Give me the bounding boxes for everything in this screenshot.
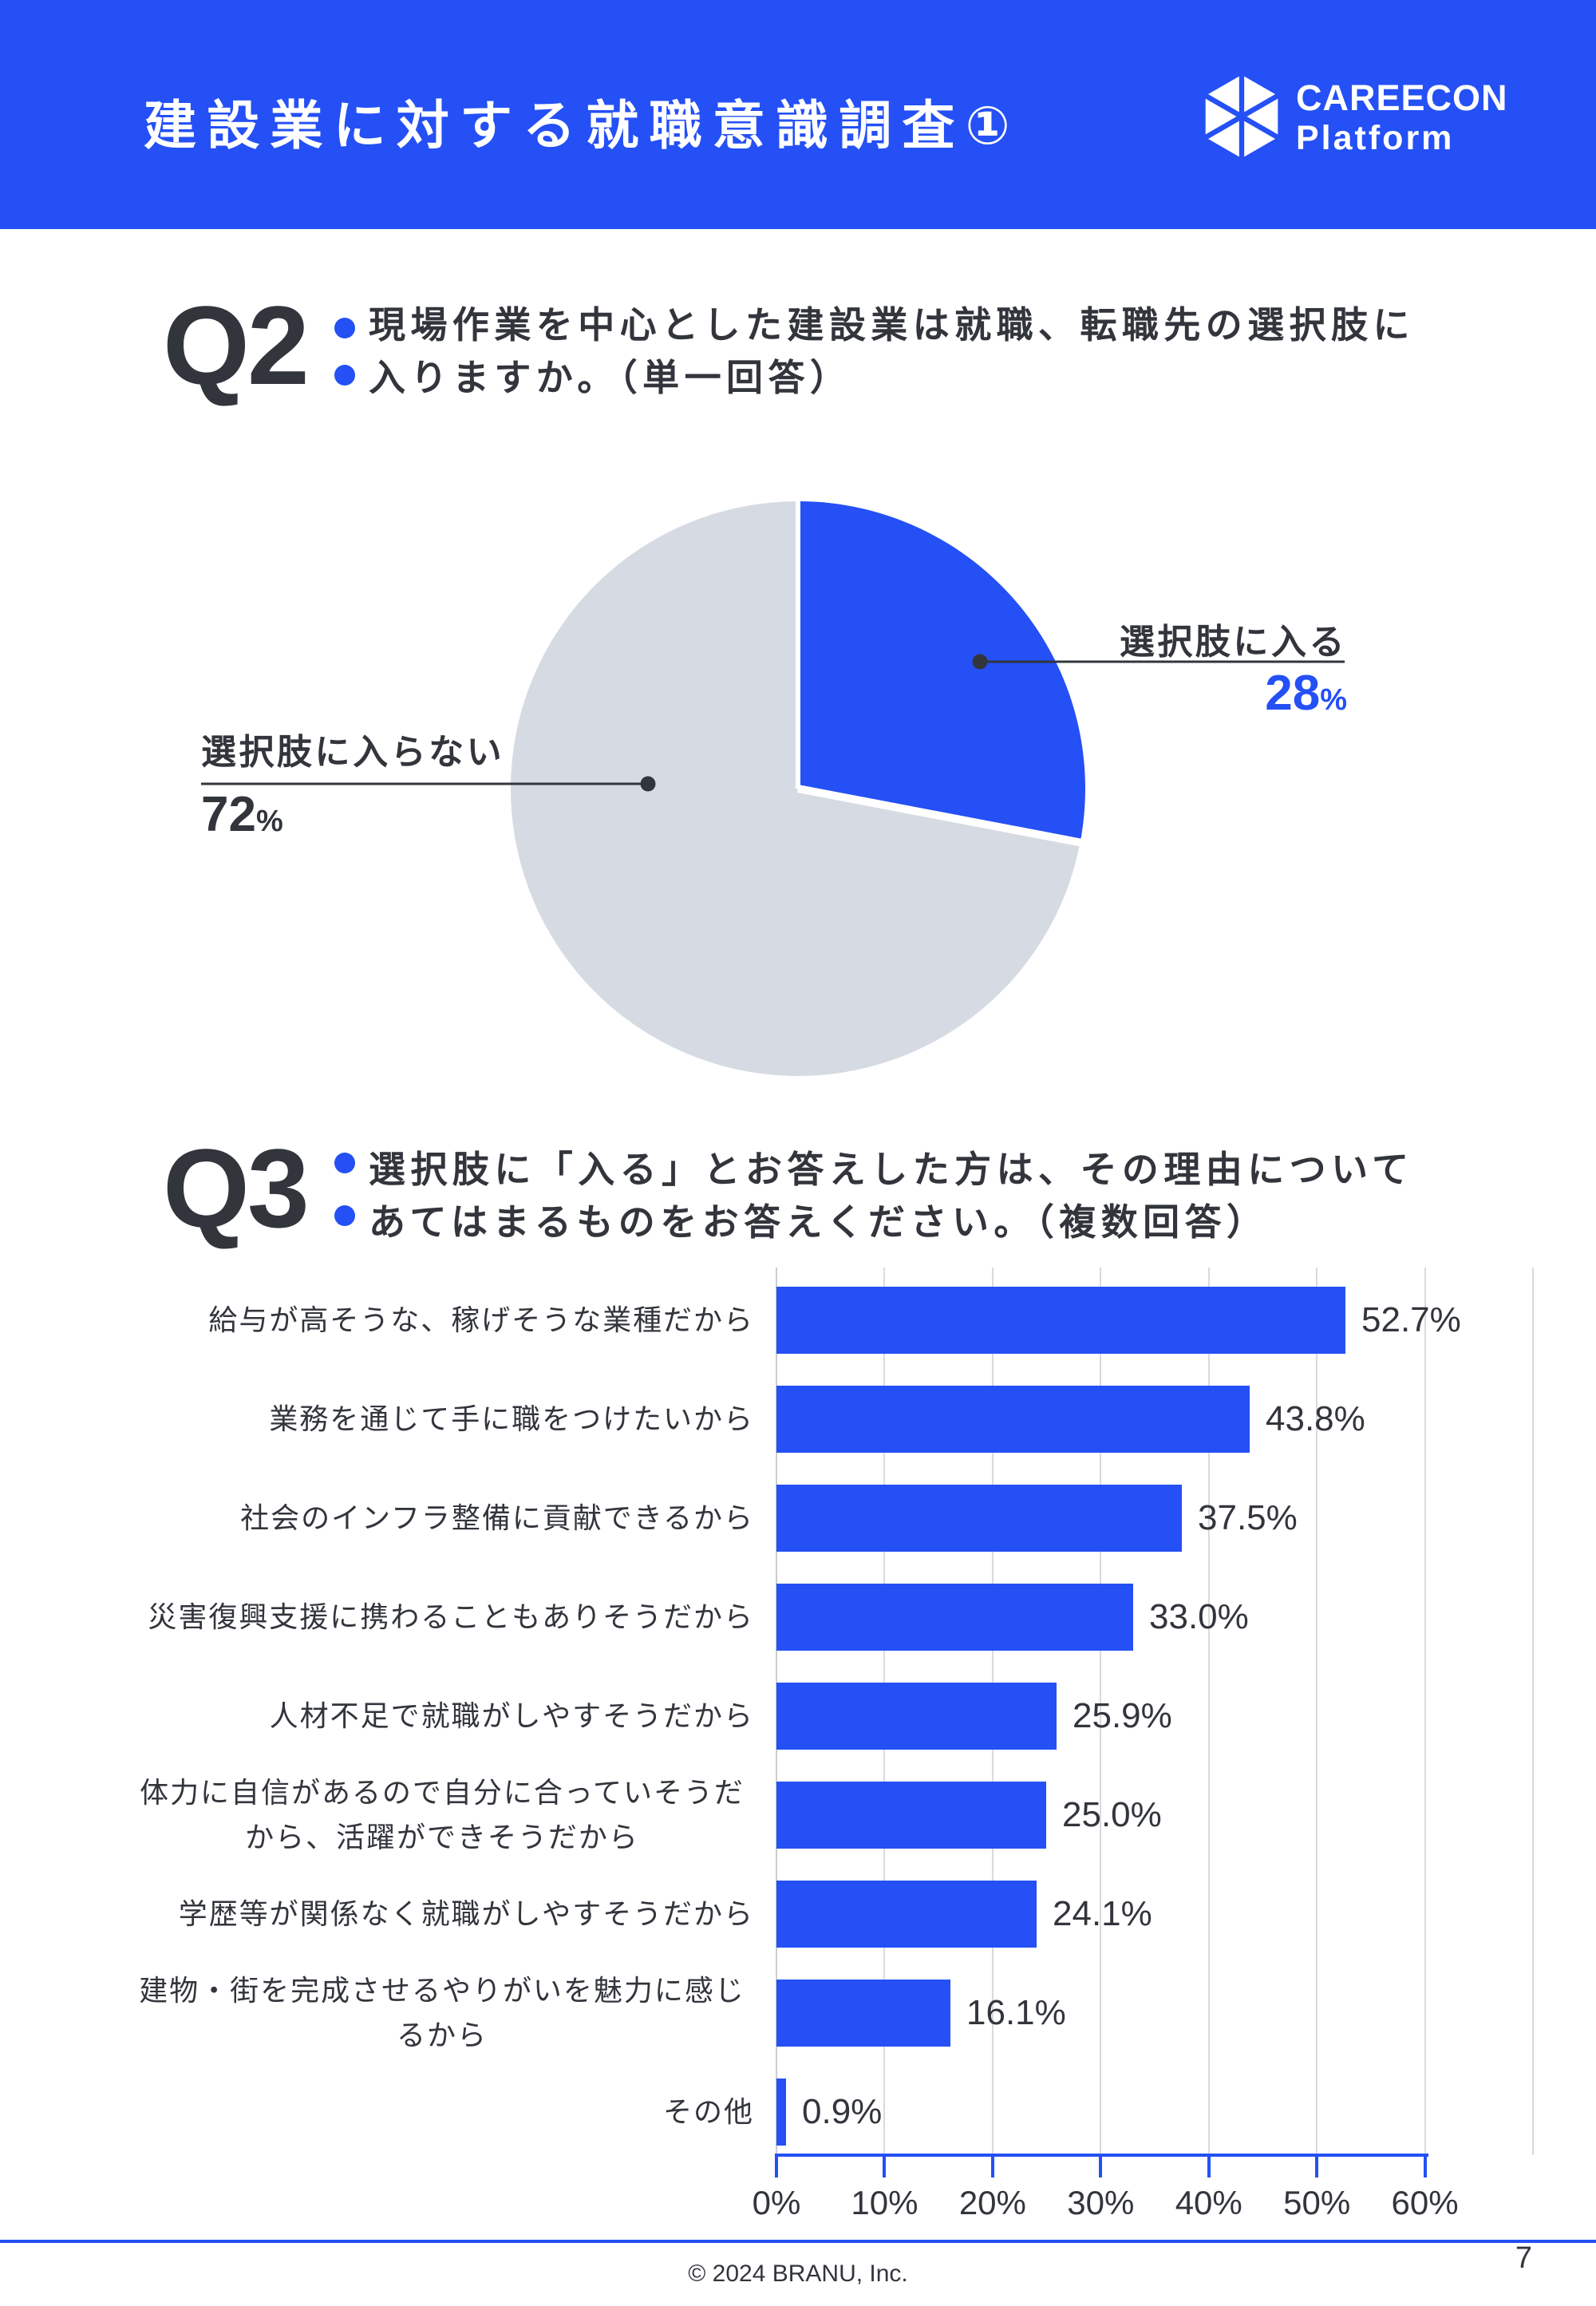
x-tick-label-60: 60% xyxy=(1391,2184,1459,2221)
bar-category: 社会のインフラ整備に貢献できるから xyxy=(130,1496,754,1541)
x-axis-tick-30 xyxy=(1099,2154,1103,2177)
bar-row-7 xyxy=(776,1980,950,2047)
q2-colon-dot-bottom xyxy=(334,365,355,386)
x-tick-label-10: 10% xyxy=(851,2184,918,2221)
q3-question: 選択肢に「入る」とお答えした方は、その理由について あてはまるものをお答えくださ… xyxy=(369,1143,1414,1248)
bar-row-2 xyxy=(776,1485,1182,1552)
q3-question-line2: あてはまるものをお答えください。（複数回答） xyxy=(369,1201,1269,1243)
bar-row-4 xyxy=(776,1683,1057,1750)
q2-question: 現場作業を中心とした建設業は就職、転職先の選択肢に 入りますか。（単一回答） xyxy=(369,299,1415,404)
q3-colon-dot-bottom xyxy=(334,1205,355,1226)
bar-row-0 xyxy=(776,1287,1345,1354)
pie-slice-enter xyxy=(798,501,1085,843)
bar-category: 建物・街を完成させるやりがいを魅力に感じ るから xyxy=(130,1968,754,2058)
bar-category-line: 体力に自信があるので自分に合っていそうだ xyxy=(140,1776,745,1809)
pie-separator-diagonal xyxy=(797,785,1085,848)
bar-row-6 xyxy=(776,1881,1037,1948)
leader-dot-enter xyxy=(972,654,988,670)
bar-row-3 xyxy=(776,1584,1133,1651)
pie-value-not-enter: 72% xyxy=(201,787,283,843)
bar-value: 33.0% xyxy=(1149,1597,1249,1636)
brand-subtitle: Platform xyxy=(1296,119,1455,157)
q2-colon-dot-top xyxy=(334,318,355,338)
pie-value-not-enter-unit: % xyxy=(255,805,283,838)
page-title: 建設業に対する就職意識調査① xyxy=(144,96,1021,155)
bar-category-line: 学歴等が関係なく就職がしやすそうだから xyxy=(178,1897,754,1930)
x-axis-tick-0 xyxy=(775,2154,778,2177)
x-axis-tick-20 xyxy=(990,2154,994,2177)
header-band: 建設業に対する就職意識調査① CAREECON Platform xyxy=(0,0,1596,229)
pie-value-enter-number: 28 xyxy=(1265,666,1321,721)
bar-value: 16.1% xyxy=(966,1993,1066,2032)
q2-question-line1: 現場作業を中心とした建設業は就職、転職先の選択肢に xyxy=(369,304,1415,346)
bar-row-1 xyxy=(776,1386,1250,1453)
bar-category-line: 建物・街を完成させるやりがいを魅力に感じ xyxy=(139,1974,745,2007)
bar-value: 0.9% xyxy=(802,2092,883,2131)
bar-category: 業務を通じて手に職をつけたいから xyxy=(130,1397,754,1442)
x-tick-label-50: 50% xyxy=(1283,2184,1351,2221)
pie-value-enter-unit: % xyxy=(1320,683,1347,717)
grid-line-40 xyxy=(1207,1268,1210,2155)
brand-name: CAREECON xyxy=(1296,77,1508,118)
bar-category: 給与が高そうな、稼げそうな業種だから xyxy=(130,1298,754,1343)
pie-value-not-enter-number: 72 xyxy=(201,787,256,842)
q2-marker: Q2 xyxy=(163,283,310,408)
q3-question-line1: 選択肢に「入る」とお答えした方は、その理由について xyxy=(369,1149,1414,1190)
bar-value: 24.1% xyxy=(1053,1894,1152,1933)
grid-line-70 xyxy=(1532,1268,1534,2155)
bar-value: 43.8% xyxy=(1266,1399,1365,1438)
bar-value: 37.5% xyxy=(1198,1498,1298,1537)
leader-dot-not-enter xyxy=(640,776,656,792)
q3-marker: Q3 xyxy=(163,1125,310,1251)
bar-row-8 xyxy=(776,2079,786,2146)
pie-slice-not-enter xyxy=(510,501,1080,1076)
page-number: 7 xyxy=(1515,2241,1532,2275)
pie-label-enter: 選択肢に入る xyxy=(1119,623,1347,662)
bar-value: 25.9% xyxy=(1073,1696,1172,1735)
bar-category-line: 社会のインフラ整備に貢献できるから xyxy=(240,1501,754,1534)
careecon-logo-icon xyxy=(1205,76,1278,157)
x-axis-tick-40 xyxy=(1207,2154,1211,2177)
bar-category-line: 人材不足で就職がしやすそうだから xyxy=(269,1699,754,1732)
bar-value: 25.0% xyxy=(1062,1795,1162,1834)
x-axis-tick-50 xyxy=(1315,2154,1319,2177)
bar-category-line: 災害復興支援に携わることもありそうだから xyxy=(148,1600,754,1633)
footer-divider xyxy=(0,2240,1596,2243)
grid-line-50 xyxy=(1316,1268,1318,2155)
bar-category-line: 業務を通じて手に職をつけたいから xyxy=(269,1402,754,1435)
x-tick-label-30: 30% xyxy=(1067,2184,1135,2221)
grid-line-30 xyxy=(1100,1268,1102,2155)
copyright: © 2024 BRANU, Inc. xyxy=(688,2261,908,2287)
pie-value-enter: 28% xyxy=(1265,666,1347,722)
x-tick-label-20: 20% xyxy=(958,2184,1026,2221)
x-tick-label-0: 0% xyxy=(752,2184,801,2221)
bar-category: 学歴等が関係なく就職がしやすそうだから xyxy=(130,1892,754,1936)
bar-category-line: その他 xyxy=(663,2095,754,2128)
q2-question-line2: 入りますか。（単一回答） xyxy=(369,357,852,398)
bar-category-line: から、活躍ができそうだから xyxy=(245,1821,639,1853)
bar-value: 52.7% xyxy=(1361,1300,1461,1339)
bar-category: その他 xyxy=(130,2090,754,2134)
q3-colon-dot-top xyxy=(334,1153,355,1173)
bar-category-line: るから xyxy=(397,2019,488,2051)
bar-category-line: 給与が高そうな、稼げそうな業種だから xyxy=(208,1303,754,1336)
bar-row-5 xyxy=(776,1782,1046,1849)
bar-category: 人材不足で就職がしやすそうだから xyxy=(130,1694,754,1738)
x-axis-tick-60 xyxy=(1423,2154,1427,2177)
pie-label-not-enter: 選択肢に入らない xyxy=(201,733,505,772)
bar-category: 体力に自信があるので自分に合っていそうだ から、活躍ができそうだから xyxy=(130,1770,754,1860)
bar-category: 災害復興支援に携わることもありそうだから xyxy=(130,1595,754,1640)
x-axis-tick-10 xyxy=(883,2154,887,2177)
pie-chart xyxy=(201,497,1345,1076)
grid-line-60 xyxy=(1424,1268,1426,2155)
x-tick-label-40: 40% xyxy=(1175,2184,1242,2221)
